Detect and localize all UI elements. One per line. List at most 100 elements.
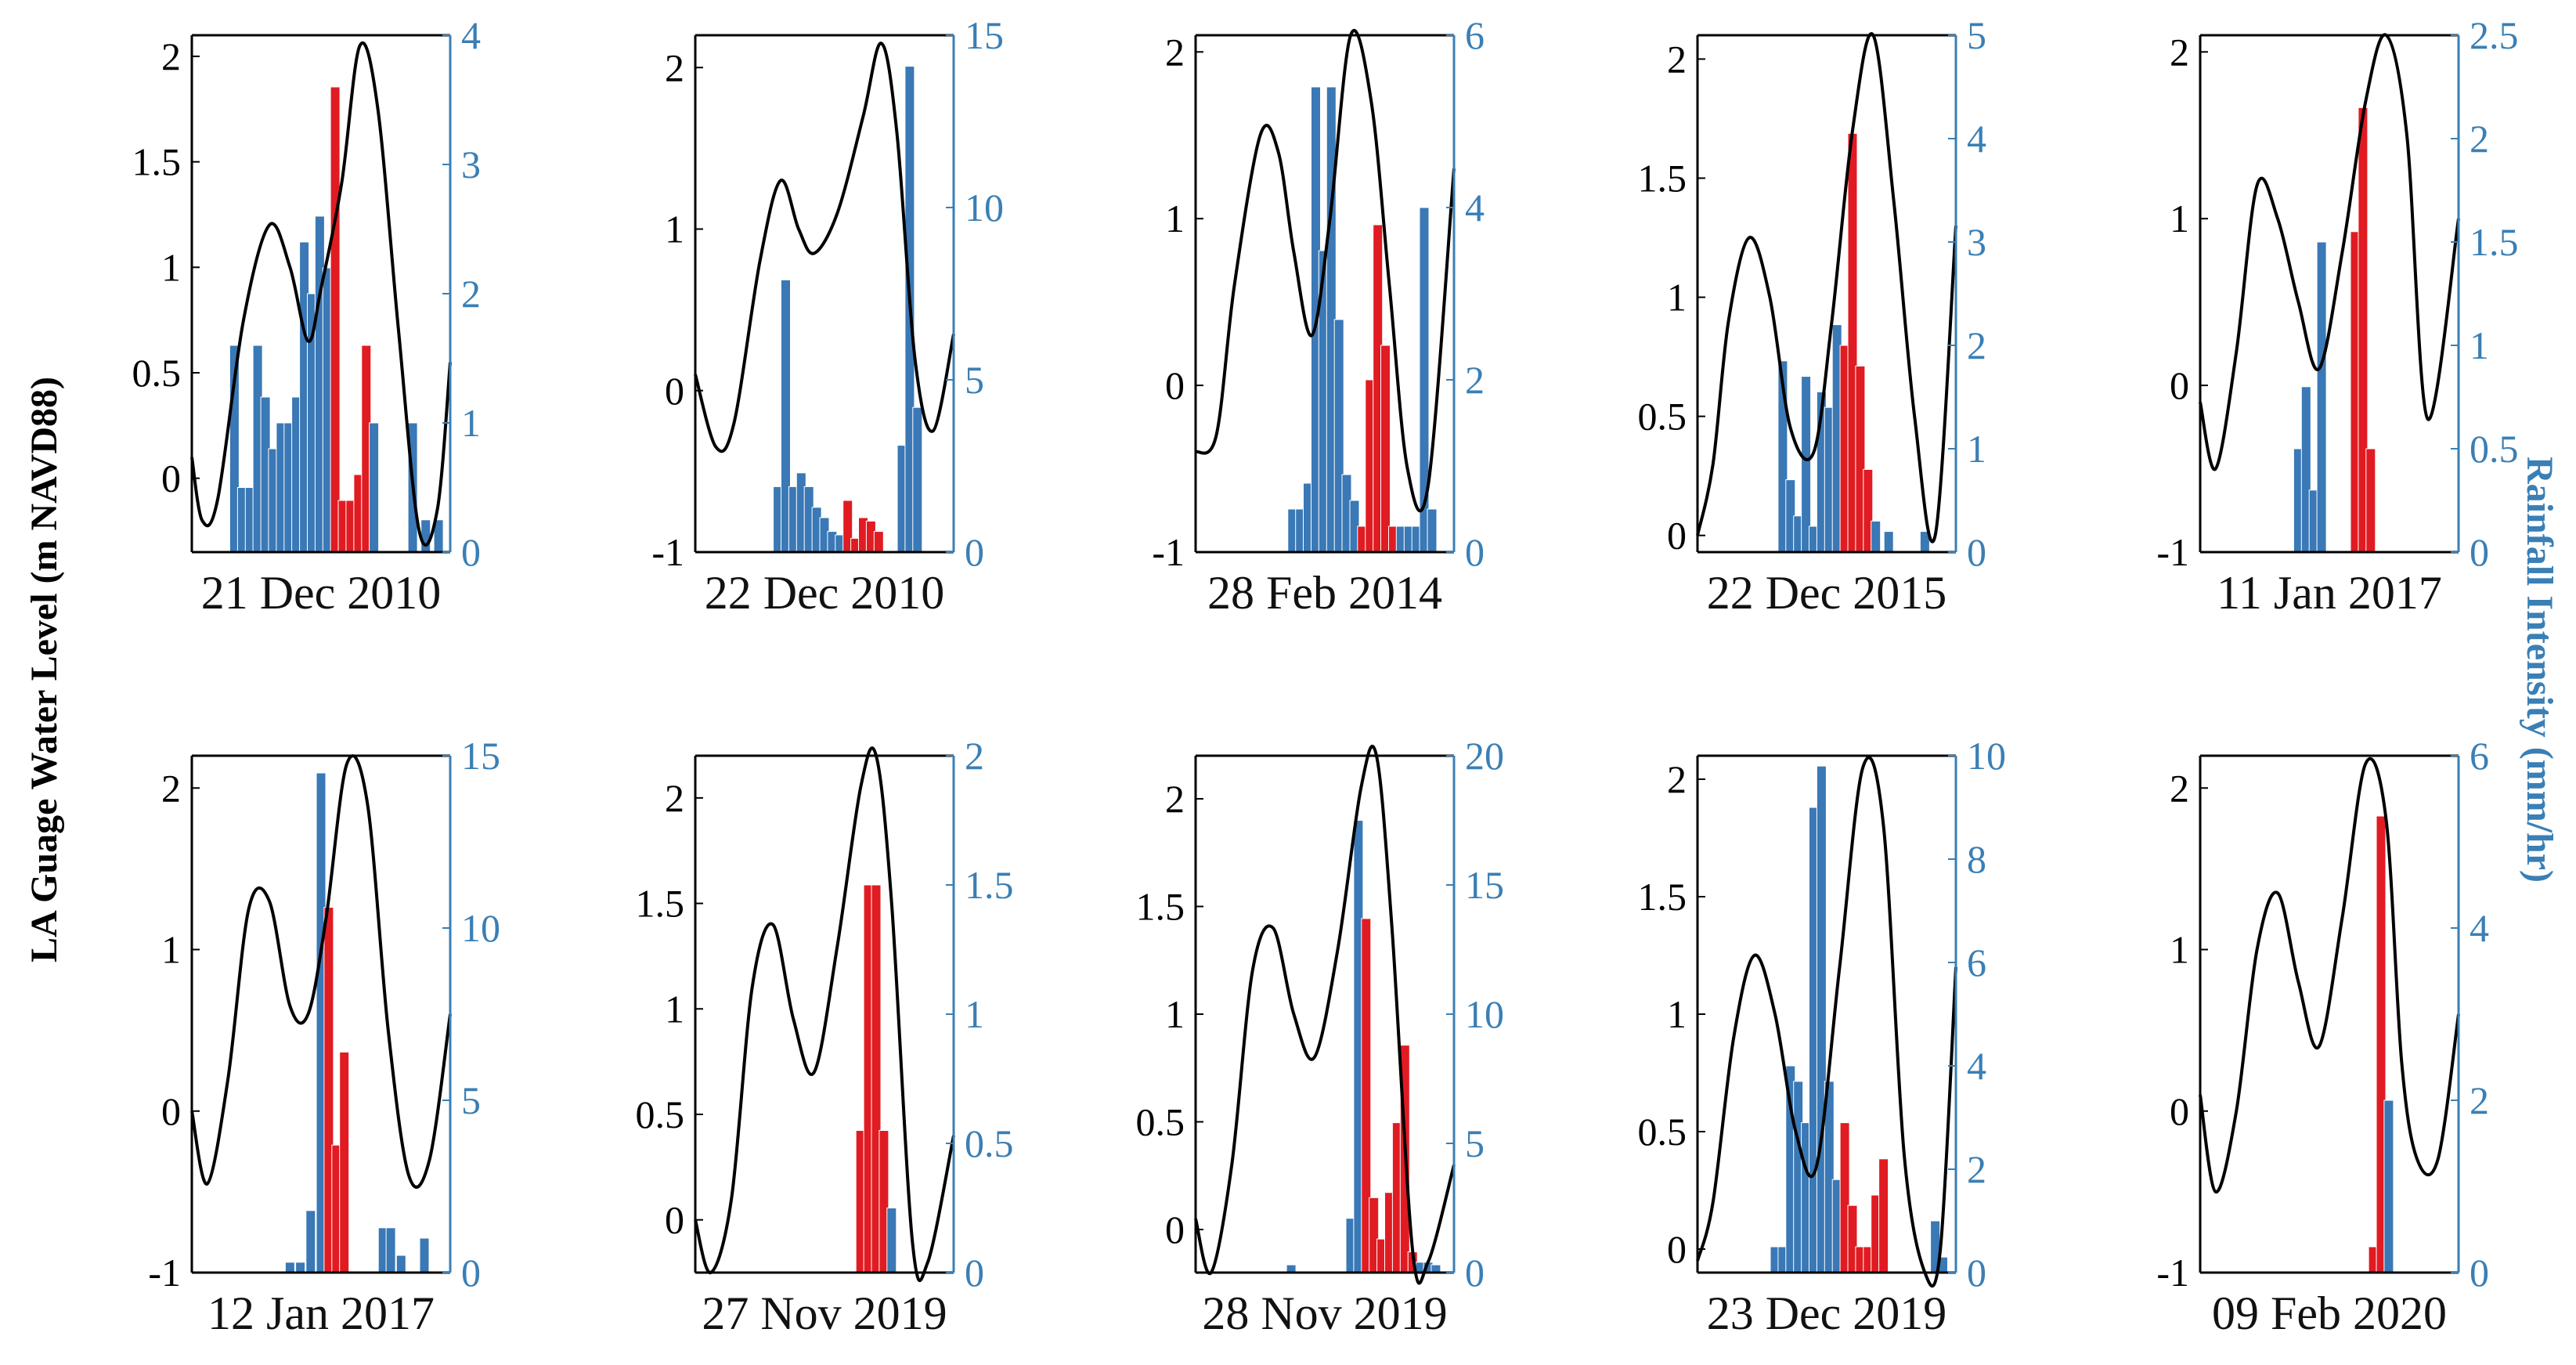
water-level-line [2199,757,2460,1193]
left-tick-label: 1 [161,928,181,972]
right-tick-label: 20 [1465,734,1504,778]
right-tick-label: 4 [461,13,481,57]
rain-bar-after [873,531,884,553]
date-label: 23 Dec 2019 [1707,1287,1947,1339]
water-level-line [190,754,452,1189]
right-tick-label: 5 [461,1078,481,1122]
left-tick-label: 0 [161,1089,181,1133]
right-tick-label: 0 [965,1251,984,1295]
right-tick-label: 15 [965,13,1004,57]
right-tick-label: 6 [1967,941,1986,984]
left-tick-label: 0 [1165,363,1185,407]
right-tick-label: 0.5 [965,1121,1014,1165]
left-tick-label: 1.5 [1136,885,1185,929]
left-tick-label: 2 [2170,766,2189,810]
right-tick-label: 1 [461,401,481,445]
left-tick-label: 0.5 [1638,395,1687,439]
left-tick-label: 1 [665,987,684,1031]
left-tick-label: 0.5 [1638,1110,1687,1154]
right-tick-label: 1.5 [965,863,1014,907]
right-tick-label: 1 [1967,427,1986,471]
right-tick-label: 0 [1967,530,1986,574]
rain-bar-before [1871,520,1881,553]
rain-bar-after [339,1051,350,1273]
date-label: 11 Jan 2017 [2217,567,2442,619]
right-tick-label: 2 [1465,358,1485,402]
rain-bar-before [385,1227,396,1273]
right-tick-label: 5 [1967,13,1986,57]
left-tick-label: 1 [1667,992,1687,1036]
rain-bar-before [284,1262,295,1273]
left-tick-label: 1 [1667,276,1687,320]
left-ylabel: LA Guage Water Level (m NAVD88) [23,377,65,962]
left-tick-label: -1 [2156,530,2189,574]
date-label: 12 Jan 2017 [207,1287,435,1339]
rain-bar-after [1380,345,1391,553]
left-tick-label: 2 [665,45,684,89]
date-label: 28 Feb 2014 [1207,567,1442,619]
right-tick-label: 4 [1465,186,1485,229]
right-tick-label: 5 [1465,1121,1485,1165]
rain-bar-before [369,422,380,553]
rain-bar-after [330,86,341,553]
left-tick-label: 1 [2170,197,2189,240]
right-tick-label: 0 [965,530,984,574]
right-tick-label: 1 [965,992,984,1036]
panel-9: 0 0.5 1 1.5 2 0 2 4 6 8 10 23 Dec 2019 [1638,734,2007,1339]
date-label: 22 Dec 2010 [705,567,945,619]
rain-bar-before [295,1262,306,1273]
right-tick-label: 15 [1465,863,1504,907]
left-tick-label: 0 [665,369,684,413]
right-tick-label: 5 [965,358,984,402]
left-tick-label: 1 [1165,197,1185,240]
right-tick-label: 4 [1967,117,1986,161]
right-tick-label: 0 [2470,1251,2489,1295]
left-tick-label: 2 [161,34,181,78]
left-tick-label: 1.5 [636,882,685,926]
left-tick-label: 0 [1165,1208,1185,1251]
right-tick-label: 2 [2470,117,2489,161]
left-tick-label: -1 [2156,1251,2189,1295]
date-label: 21 Dec 2010 [201,567,442,619]
right-tick-label: 6 [2470,734,2489,778]
left-tick-label: 0 [161,457,181,500]
right-tick-label: 0 [1967,1251,1986,1295]
left-tick-label: 0.5 [636,1092,685,1136]
right-tick-label: 4 [2470,906,2489,950]
left-tick-label: 2 [1667,37,1687,81]
water-level-line [190,41,452,547]
left-tick-label: -1 [1152,530,1185,574]
right-tick-label: 3 [1967,220,1986,264]
left-tick-label: 1.5 [1638,156,1687,200]
right-ylabel: Rainfall Intensity (mm/hr) [2519,457,2560,883]
right-tick-label: 2.5 [2470,13,2519,57]
panel-5: -1 0 1 2 0 0.5 1 1.5 2 2.5 11 Jan 2017 [2156,13,2518,619]
water-level-line [1194,744,1456,1285]
rain-bar-before [912,406,923,553]
right-tick-label: 0 [2470,530,2489,574]
date-label: 22 Dec 2015 [1707,567,1947,619]
right-tick-label: 0 [461,1251,481,1295]
rain-bar-before [886,1208,897,1273]
left-tick-label: -1 [651,530,684,574]
left-tick-label: 2 [161,766,181,810]
left-tick-label: -1 [148,1251,181,1295]
right-tick-label: 2 [965,734,984,778]
right-tick-label: 6 [1465,13,1485,57]
rain-bar-before [420,519,431,553]
right-tick-label: 2 [2470,1078,2489,1122]
rain-bar-after [1878,1158,1889,1273]
right-tick-label: 15 [461,734,500,778]
rain-bar-before [2316,241,2327,553]
date-label: 09 Feb 2020 [2212,1287,2447,1339]
left-tick-label: 0 [1667,1227,1687,1271]
right-tick-label: 10 [965,186,1004,229]
rain-bar-before [1801,376,1812,553]
water-level-line [1194,28,1456,513]
right-tick-label: 0 [1465,1251,1485,1295]
water-level-line [694,746,955,1283]
panel-1: 0 0.5 1 1.5 2 0 1 2 3 4 21 Dec 2010 [132,13,482,619]
left-tick-label: 2 [665,776,684,820]
